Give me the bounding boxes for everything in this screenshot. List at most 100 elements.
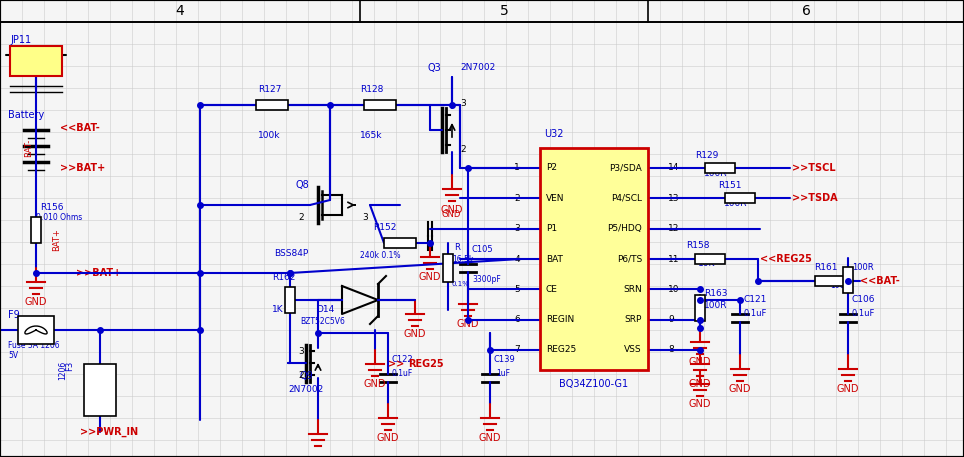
- Text: 14: 14: [668, 164, 680, 172]
- Text: C105: C105: [472, 245, 494, 255]
- Bar: [725, 193, 755, 203]
- Text: <<BAT-: <<BAT-: [60, 123, 99, 133]
- Text: >>BAT+: >>BAT+: [60, 163, 105, 173]
- Text: 3: 3: [460, 100, 466, 108]
- Text: 7: 7: [514, 345, 520, 355]
- Text: GND: GND: [363, 379, 387, 389]
- Bar: [384, 238, 416, 248]
- Text: BAT+: BAT+: [52, 228, 61, 251]
- Text: 2N7002: 2N7002: [288, 386, 323, 394]
- Text: GND: GND: [688, 399, 711, 409]
- Text: GND: GND: [837, 384, 859, 394]
- Text: 0.1uF: 0.1uF: [744, 309, 767, 319]
- Text: C106: C106: [852, 296, 875, 304]
- Text: P5/HDQ: P5/HDQ: [607, 224, 642, 233]
- Text: R161: R161: [814, 262, 838, 271]
- Text: R156: R156: [40, 203, 64, 213]
- Text: 2N7002: 2N7002: [460, 64, 495, 73]
- Text: VEN: VEN: [546, 194, 565, 203]
- Text: P2: P2: [546, 164, 557, 172]
- Text: 11: 11: [668, 255, 680, 264]
- Text: REG25: REG25: [408, 359, 443, 369]
- Bar: [815, 276, 845, 286]
- Text: 6: 6: [514, 315, 520, 324]
- Text: GND: GND: [404, 329, 426, 339]
- Text: JP11: JP11: [10, 35, 31, 45]
- Text: 0.010 Ohms: 0.010 Ohms: [36, 213, 82, 223]
- Text: 0.1%: 0.1%: [451, 281, 469, 287]
- Text: BQ34Z100-G1: BQ34Z100-G1: [559, 379, 629, 389]
- Text: 6: 6: [801, 4, 811, 18]
- Text: 3: 3: [514, 224, 520, 233]
- Text: >>TSDA: >>TSDA: [792, 193, 838, 203]
- Bar: [285, 287, 295, 313]
- Text: 10K: 10K: [698, 260, 715, 269]
- Text: BAT-: BAT-: [24, 139, 33, 157]
- Text: 1K: 1K: [272, 305, 283, 314]
- Text: >>: >>: [388, 359, 404, 369]
- Bar: [695, 295, 705, 321]
- Text: 100R: 100R: [830, 281, 850, 289]
- Text: 2: 2: [298, 213, 304, 223]
- Bar: [31, 217, 41, 243]
- Text: REG25: REG25: [546, 345, 576, 355]
- Text: 1206: 1206: [96, 384, 102, 402]
- Text: 16.5k: 16.5k: [452, 255, 473, 265]
- Text: 4: 4: [175, 4, 184, 18]
- Bar: [10, 46, 62, 76]
- Text: P6/TS: P6/TS: [617, 255, 642, 264]
- Text: 100k: 100k: [258, 131, 281, 139]
- Text: R162: R162: [272, 273, 295, 282]
- Text: GND: GND: [729, 384, 751, 394]
- Text: R: R: [454, 244, 460, 253]
- Text: F3: F3: [65, 361, 74, 371]
- Text: BZT52C5V6: BZT52C5V6: [300, 318, 345, 326]
- Text: SRN: SRN: [624, 285, 642, 294]
- Text: R152: R152: [373, 223, 396, 233]
- Text: BSS84P: BSS84P: [274, 249, 308, 257]
- Text: 0.1uF: 0.1uF: [392, 368, 414, 377]
- Text: Fuse 3A 1206: Fuse 3A 1206: [8, 341, 60, 351]
- Text: Q8: Q8: [296, 180, 309, 190]
- Text: <<BAT-: <<BAT-: [860, 276, 899, 286]
- Text: -C1.m: -C1.m: [23, 57, 48, 65]
- Text: 100R: 100R: [704, 169, 728, 177]
- Text: C122: C122: [392, 356, 414, 365]
- Text: 4: 4: [515, 255, 520, 264]
- Text: 13: 13: [668, 194, 680, 203]
- Text: 0.1uF: 0.1uF: [852, 309, 875, 319]
- Text: 3: 3: [362, 213, 367, 223]
- Text: VSS: VSS: [625, 345, 642, 355]
- Text: REGIN: REGIN: [546, 315, 575, 324]
- Text: R127: R127: [258, 85, 281, 95]
- Text: R163: R163: [704, 289, 728, 298]
- Text: BAT: BAT: [546, 255, 563, 264]
- Text: P1: P1: [546, 224, 557, 233]
- Text: 9: 9: [668, 315, 674, 324]
- Text: GND: GND: [377, 433, 399, 443]
- Text: >>BAT+: >>BAT+: [76, 268, 121, 278]
- Text: Battery: Battery: [8, 110, 44, 120]
- Text: 1: 1: [514, 164, 520, 172]
- Text: GND: GND: [418, 272, 442, 282]
- Text: 8: 8: [668, 345, 674, 355]
- Text: GND: GND: [479, 433, 501, 443]
- Text: GND: GND: [25, 297, 47, 307]
- Text: GND: GND: [441, 205, 464, 215]
- Text: R158: R158: [686, 241, 710, 250]
- Text: P3/SDA: P3/SDA: [609, 164, 642, 172]
- Text: U32: U32: [544, 129, 564, 139]
- Text: 1206: 1206: [58, 361, 67, 380]
- Text: >>PWR_IN: >>PWR_IN: [80, 427, 138, 437]
- Text: <<REG25: <<REG25: [760, 254, 812, 264]
- Text: Q3: Q3: [428, 63, 442, 73]
- Text: R128: R128: [360, 85, 384, 95]
- Text: SRP: SRP: [625, 315, 642, 324]
- Text: Q9: Q9: [300, 371, 313, 381]
- Bar: [84, 364, 116, 416]
- Text: 100R: 100R: [704, 302, 728, 310]
- Text: CE: CE: [546, 285, 558, 294]
- Text: D14: D14: [316, 305, 335, 314]
- Text: >>TSCL: >>TSCL: [792, 163, 836, 173]
- Text: GND: GND: [688, 379, 711, 389]
